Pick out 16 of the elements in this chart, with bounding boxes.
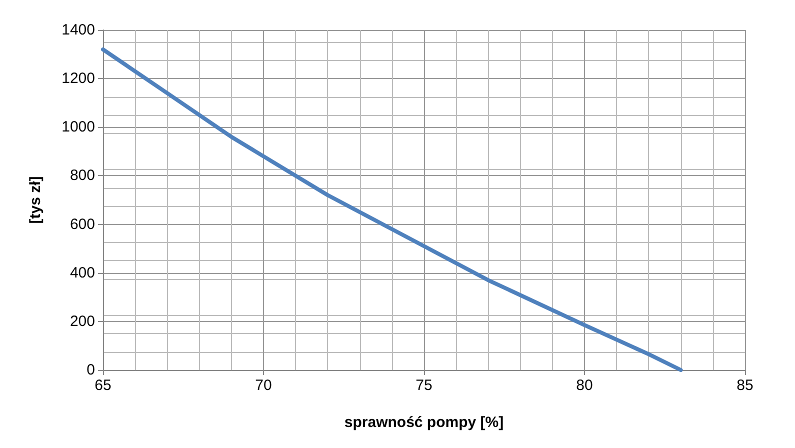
x-tick-label: 80 <box>576 377 593 394</box>
x-tick-label: 75 <box>416 377 432 394</box>
line-series <box>101 47 683 372</box>
y-axis-title: [tys zł] <box>27 176 44 224</box>
y-tick-label: 400 <box>70 264 95 282</box>
y-tick-label: 1200 <box>62 70 95 88</box>
y-tick-label: 0 <box>86 362 95 378</box>
x-tick-label: 65 <box>94 377 112 394</box>
x-axis-title: sprawność pompy [%] <box>344 414 504 431</box>
y-tick-label: 800 <box>70 167 95 184</box>
x-tick-label: 85 <box>736 377 754 394</box>
x-tick-label: 70 <box>255 377 272 394</box>
y-tick-label: 600 <box>70 216 95 233</box>
y-tick-label: 1000 <box>62 118 95 136</box>
y-tick-label: 1400 <box>62 22 95 38</box>
y-tick-label: 200 <box>70 312 95 330</box>
